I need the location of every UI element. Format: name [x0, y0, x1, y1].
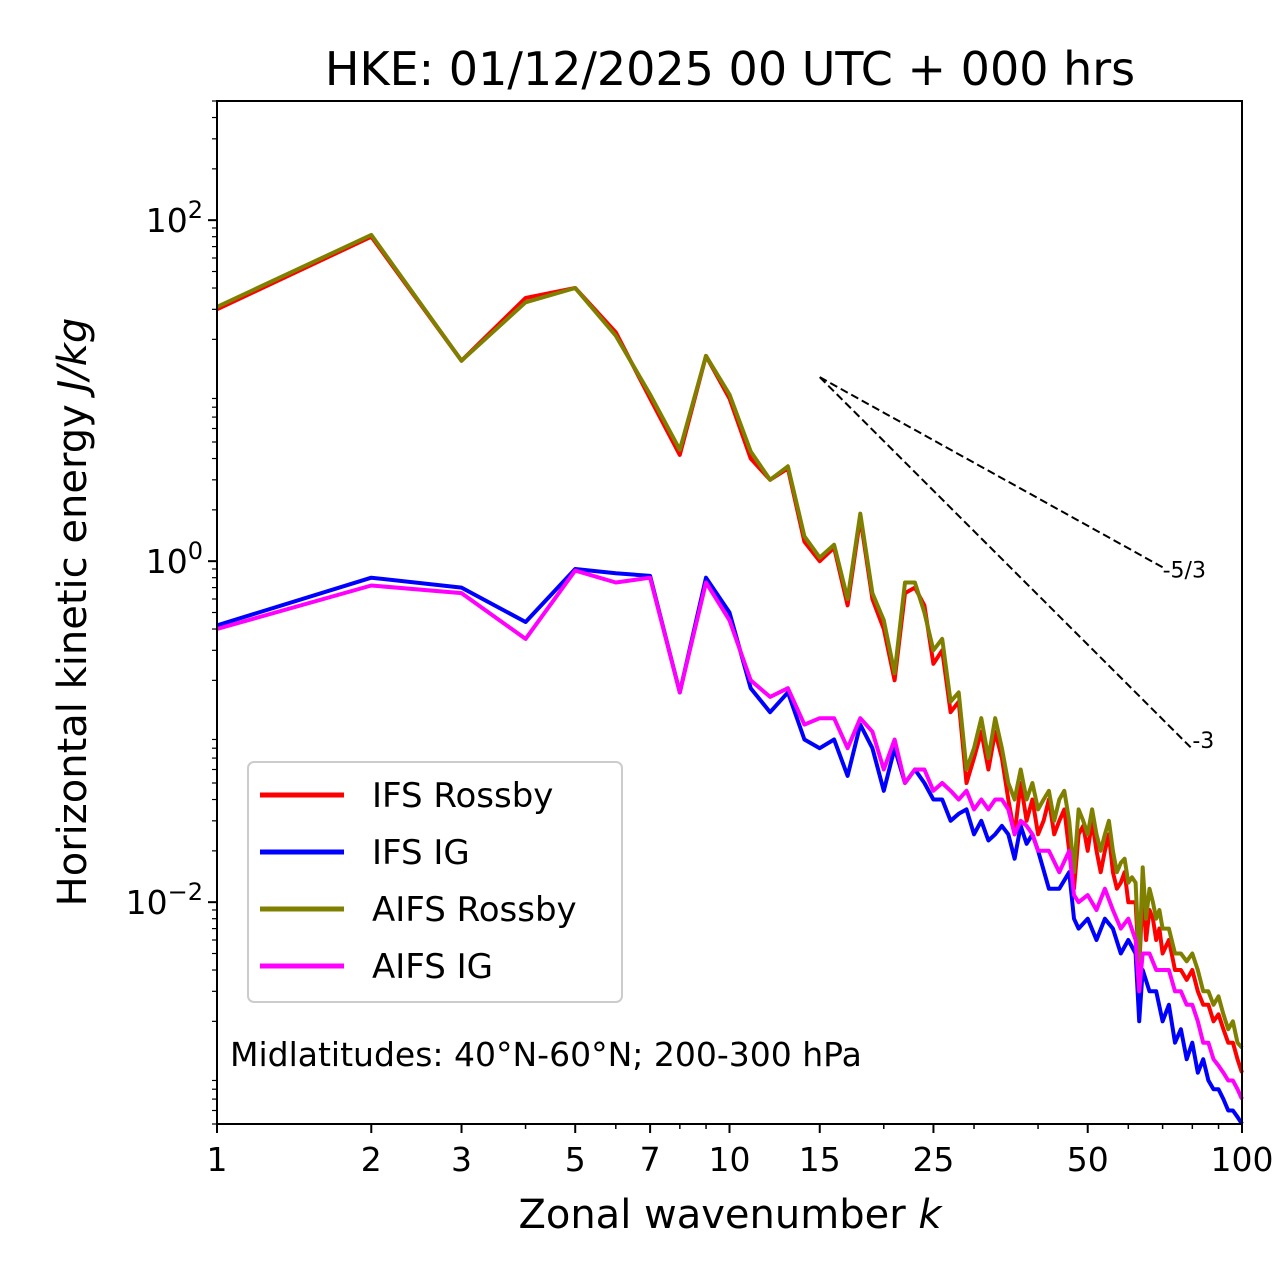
reference-slope-line-0 [819, 376, 1164, 569]
legend-label-aifs-ig: AIFS IG [372, 947, 493, 987]
series-line-aifs-ig [216, 568, 1244, 1100]
x-tick-label: 25 [912, 1140, 954, 1179]
reference-slope-label-1: -3 [1192, 729, 1214, 754]
region-annotation: Midlatitudes: 40°N-60°N; 200-300 hPa [230, 1035, 862, 1074]
legend: IFS Rossby IFS IG AIFS Rossby AIFS IG [247, 761, 623, 1003]
x-axis-label: Zonal wavenumber k [518, 1192, 943, 1238]
x-tick-label: 2 [361, 1140, 382, 1179]
series-line-ifs-rossby [216, 234, 1244, 1074]
y-tick-label: 10−2 [126, 878, 203, 922]
x-tick-label: 100 [1211, 1140, 1274, 1179]
x-tick-label: 3 [451, 1140, 472, 1179]
y-tick-label: 100 [146, 537, 203, 581]
series-line-ifs-ig [216, 567, 1244, 1126]
x-tick-label: 10 [709, 1140, 751, 1179]
y-axis-label: Horizontal kinetic energy J/kg [50, 318, 96, 907]
legend-box [247, 761, 623, 1003]
reference-slope-line-1 [819, 376, 1194, 750]
reference-slope-label-0: -5/3 [1163, 559, 1206, 584]
legend-label-aifs-rossby: AIFS Rossby [372, 890, 577, 930]
x-tick-label: 5 [565, 1140, 586, 1179]
y-tick-label: 102 [146, 196, 203, 240]
chart-title: HKE: 01/12/2025 00 UTC + 000 hrs [325, 42, 1135, 96]
series-layer [216, 232, 1244, 1126]
x-tick-label: 1 [207, 1140, 228, 1179]
x-tick-label: 50 [1067, 1140, 1109, 1179]
reference-lines-layer: -5/3 -3 [819, 376, 1214, 754]
x-tick-label: 7 [640, 1140, 661, 1179]
legend-label-ifs-ig: IFS IG [372, 833, 470, 873]
axis-ticks-layer: 1 2 3 5 7 10 15 25 50 100 102 100 10−2 [126, 100, 1274, 1179]
legend-label-ifs-rossby: IFS Rossby [372, 776, 553, 816]
x-tick-label: 15 [799, 1140, 841, 1179]
series-line-aifs-rossby [216, 232, 1244, 1050]
plot-frame [216, 100, 1243, 1125]
